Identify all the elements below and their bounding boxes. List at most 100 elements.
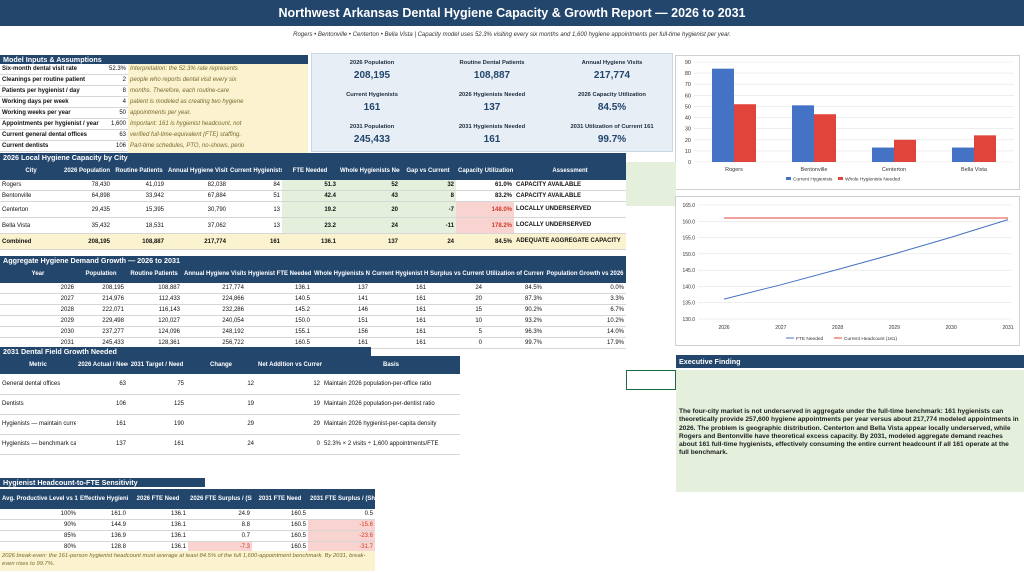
y-tick-label: 80 — [685, 71, 691, 77]
table-cell: 90% — [0, 519, 78, 531]
column-header: City — [0, 162, 62, 180]
legend-label: Current Hygienists — [793, 177, 833, 183]
table-cell: 108,887 — [112, 233, 166, 250]
selected-cell[interactable] — [626, 370, 676, 390]
table-cell: 112,433 — [126, 293, 182, 305]
input-note: Important: 161 is hygienist headcount, n… — [128, 118, 308, 130]
y-tick-label: 140.0 — [682, 284, 695, 290]
table-cell: Maintain 2026 population-per-office rati… — [322, 374, 460, 395]
line-chart: 130.0 135.0 140.0 145.0 150.0 155.0 160.0 165.0… — [675, 196, 1020, 346]
table-cell: 161 — [370, 337, 428, 349]
report-title: Northwest Arkansas Dental Hygiene Capaci… — [0, 0, 1024, 26]
kpi-label: 2031 Hygienists Needed — [458, 124, 526, 131]
input-row: Appointments per hygienist / year 1,600 Im… — [0, 118, 308, 130]
table-cell: 0.0% — [544, 283, 626, 294]
x-tick-label: 2029 — [889, 325, 900, 331]
input-note: patient is modeled as creating two hygie… — [128, 96, 308, 108]
table-cell: 12 — [186, 374, 256, 395]
y-tick-label: 50 — [685, 104, 691, 110]
input-row: Working days per week 4 patient is modeled… — [0, 96, 308, 108]
x-tick-label: Centerton — [882, 167, 906, 173]
x-tick-label: 2030 — [946, 325, 957, 331]
table-cell: Maintain 2026 hygienist-per-capita densi… — [322, 414, 460, 435]
column-header: Net Addition vs Current Actual — [256, 356, 322, 374]
table-row: Hygienists — benchmark capacity137161240… — [0, 434, 460, 455]
table-cell: 124,096 — [126, 326, 182, 338]
series-line — [723, 219, 1009, 300]
table-cell: 37,062 — [166, 217, 228, 234]
table-cell: Hygienists — maintain current ratio — [0, 414, 76, 435]
report-subtitle: Rogers • Bentonville • Centerton • Bella… — [293, 32, 731, 38]
legend-label: Current Headcount (161) — [844, 336, 897, 342]
table-cell: 12 — [256, 374, 322, 395]
column-header: 2026 FTE Need — [128, 489, 188, 509]
table-row: Centerton 29,435 15,395 30,790 13 19.2 20 -7 148… — [0, 201, 626, 218]
input-label: Working days per week — [0, 96, 104, 108]
local-green-cell — [626, 162, 676, 206]
column-header: Surplus vs Current — [428, 265, 484, 283]
table-cell: 161 — [228, 233, 282, 250]
table-cell: 144.9 — [78, 519, 128, 531]
table-cell: 0 — [428, 337, 484, 349]
y-tick-label: 60 — [685, 93, 691, 99]
table-cell: 161 — [370, 304, 428, 316]
table-cell: 24 — [186, 434, 256, 455]
table-row: 80% 128.8 136.1 -7.3 160.5 -31.7 — [0, 541, 375, 553]
table-cell: 161 — [128, 434, 186, 455]
table-cell: 90.2% — [484, 304, 544, 316]
column-header: 2031 Target / Need — [128, 356, 186, 374]
table-cell: 43 — [338, 190, 400, 202]
table-cell: 160.5 — [252, 509, 308, 520]
table-cell: 136.1 — [246, 283, 312, 294]
x-tick-label: 2031 — [1002, 325, 1013, 331]
bar — [734, 104, 756, 162]
column-header: Avg. Productive Level vs 1,600 Benchmark — [0, 489, 78, 509]
table-row: 100% 161.0 136.1 24.9 160.5 0.5 — [0, 509, 375, 520]
table-cell: 208,195 — [62, 233, 112, 250]
table-cell: 23.2 — [282, 217, 338, 234]
y-tick-label: 0 — [688, 160, 691, 166]
table-cell: 17.9% — [544, 337, 626, 349]
table-cell: 160.5 — [252, 519, 308, 531]
table-cell: 161 — [370, 283, 428, 294]
executive-header: Executive Finding — [676, 355, 1024, 368]
table-cell: 24 — [338, 217, 400, 234]
table-row: Hygienists — maintain current ratio16119… — [0, 414, 460, 435]
table-cell: Maintain 2026 population-per-dentist rat… — [322, 394, 460, 415]
table-cell: 178.2% — [456, 217, 514, 234]
column-header: FTE Needed — [282, 162, 338, 180]
column-header: Whole Hygienists Needed — [312, 265, 370, 283]
table-cell: 14.0% — [544, 326, 626, 338]
table-cell: 29 — [186, 414, 256, 435]
table-cell: 67,884 — [166, 190, 228, 202]
column-header: Effective Hygienist FTE — [78, 489, 128, 509]
table-cell: LOCALLY UNDERSERVED — [514, 201, 626, 218]
table-cell: 125 — [128, 394, 186, 415]
input-label: Patients per hygienist / day — [0, 85, 104, 97]
column-header: Current Hygienists — [228, 162, 282, 180]
bar — [952, 147, 974, 162]
inputs-header: Model Inputs & Assumptions — [0, 55, 308, 64]
column-header: 2031 FTE Need — [252, 489, 308, 509]
input-note: Part-time schedules, PTO, no-shows, peri… — [128, 140, 308, 152]
column-header: Population — [76, 265, 126, 283]
table-cell: -7 — [400, 201, 456, 218]
input-value: 1,600 — [104, 118, 128, 130]
inputs-table: Six-month dental visit rate 52.3% Interpre… — [0, 64, 308, 163]
table-cell: 237,277 — [76, 326, 126, 338]
table-cell: Bentonville — [0, 190, 62, 202]
input-value: 50 — [104, 107, 128, 119]
input-row: Cleanings per routine patient 2 people who… — [0, 74, 308, 86]
table-row: 85% 136.9 136.1 0.7 160.5 -23.6 — [0, 530, 375, 542]
input-label: Appointments per hygienist / year — [0, 118, 104, 130]
table-cell: -11 — [400, 217, 456, 234]
x-tick-label: Rogers — [725, 167, 743, 173]
input-note: Interpretation: the 52.3% rate represent… — [128, 64, 308, 75]
table-cell: 229,498 — [76, 315, 126, 327]
table-cell: 2030 — [0, 326, 76, 338]
y-tick-label: 20 — [685, 138, 691, 144]
table-cell: 52.3% × 2 visits ÷ 1,600 appointments/FT… — [322, 434, 460, 455]
column-header: Routine Patients — [126, 265, 182, 283]
y-tick-label: 30 — [685, 127, 691, 133]
kpi-value: 217,774 — [593, 69, 631, 81]
